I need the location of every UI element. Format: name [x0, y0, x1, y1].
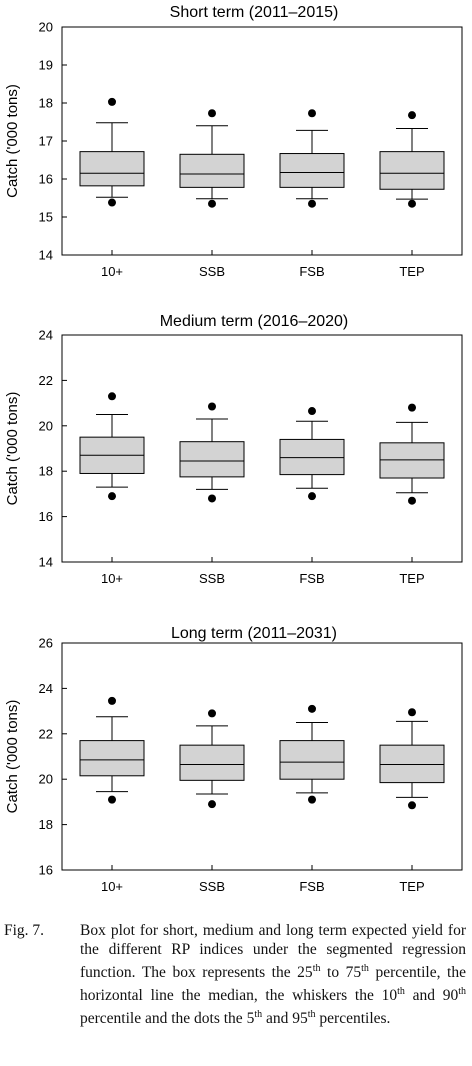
iqr-box [79, 740, 145, 777]
box-10plus [79, 97, 145, 207]
p5-dot [408, 801, 416, 810]
p95-dot [308, 109, 316, 118]
plot-frame [61, 334, 463, 563]
p95-dot [308, 407, 316, 416]
p5-dot [108, 492, 116, 501]
y-tick-label: 19 [39, 58, 53, 73]
plot-frame [61, 642, 463, 871]
y-tick-label: 16 [39, 509, 53, 524]
y-tick-label: 14 [39, 555, 53, 570]
y-tick-label: 18 [39, 464, 53, 479]
box-ssb [179, 709, 245, 809]
iqr-box [279, 438, 345, 476]
y-tick-label: 18 [39, 96, 53, 111]
p95-dot [208, 402, 216, 411]
p95-dot [308, 704, 316, 713]
p5-dot [108, 795, 116, 804]
box-tep [379, 111, 445, 208]
y-tick-label: 16 [39, 172, 53, 187]
x-tick-label: TEP [399, 571, 424, 586]
iqr-box [79, 151, 145, 187]
x-tick-label: SSB [199, 264, 225, 279]
iqr-box [179, 441, 245, 478]
box-10plus [79, 696, 145, 804]
p95-dot [108, 392, 116, 401]
p5-dot [208, 494, 216, 503]
chart-title: Long term (2011–2031) [171, 625, 337, 642]
box-tep [379, 403, 445, 505]
chart-panel: Short term (2011–2015) Catch ('000 tons) 1… [4, 4, 463, 279]
y-tick-label: 17 [39, 134, 53, 149]
caption-label: Fig. 7. [4, 922, 45, 939]
y-tick-label: 20 [39, 772, 53, 787]
x-tick-label: FSB [299, 879, 324, 894]
p95-dot [208, 709, 216, 718]
chart-panel: Medium term (2016–2020) Catch ('000 tons)… [4, 313, 463, 586]
y-tick-label: 24 [39, 328, 53, 343]
p5-dot [308, 199, 316, 208]
p5-dot [308, 795, 316, 804]
iqr-box [379, 442, 445, 479]
p95-dot [408, 708, 416, 717]
p95-dot [108, 97, 116, 106]
iqr-box [279, 153, 345, 188]
y-tick-label: 14 [39, 248, 53, 263]
box-fsb [279, 704, 345, 804]
p95-dot [408, 403, 416, 412]
p5-dot [208, 800, 216, 809]
x-tick-label: SSB [199, 571, 225, 586]
y-tick-label: 15 [39, 210, 53, 225]
y-tick-label: 26 [39, 636, 53, 651]
x-tick-label: FSB [299, 571, 324, 586]
iqr-box [179, 153, 245, 188]
y-tick-label: 18 [39, 817, 53, 832]
p95-dot [208, 109, 216, 118]
y-tick-label: 22 [39, 373, 53, 388]
y-axis-label: Catch ('000 tons) [4, 700, 21, 814]
iqr-box [279, 740, 345, 780]
box-tep [379, 708, 445, 810]
chart-panel: Long term (2011–2031) Catch ('000 tons) 16… [4, 625, 463, 894]
y-axis-label: Catch ('000 tons) [4, 84, 21, 198]
iqr-box [379, 744, 445, 784]
p5-dot [208, 199, 216, 208]
x-tick-label: 10+ [101, 264, 123, 279]
x-tick-label: 10+ [101, 571, 123, 586]
box-10plus [79, 392, 145, 501]
y-tick-label: 22 [39, 726, 53, 741]
iqr-box [379, 151, 445, 190]
box-fsb [279, 407, 345, 501]
y-tick-label: 20 [39, 418, 53, 433]
p95-dot [108, 696, 116, 705]
p5-dot [308, 492, 316, 501]
y-tick-label: 16 [39, 863, 53, 878]
p5-dot [408, 496, 416, 505]
chart-title: Short term (2011–2015) [170, 4, 339, 21]
y-axis-label: Catch ('000 tons) [4, 392, 21, 506]
x-tick-label: TEP [399, 264, 424, 279]
y-tick-label: 24 [39, 681, 53, 696]
x-tick-label: 10+ [101, 879, 123, 894]
p5-dot [408, 199, 416, 208]
caption-text: Box plot for short, medium and long term… [80, 922, 466, 1028]
p5-dot [108, 198, 116, 207]
chart-title: Medium term (2016–2020) [160, 313, 349, 330]
box-ssb [179, 402, 245, 503]
p95-dot [408, 111, 416, 120]
x-tick-label: SSB [199, 879, 225, 894]
x-tick-label: TEP [399, 879, 424, 894]
iqr-box [179, 744, 245, 781]
y-tick-label: 20 [39, 20, 53, 35]
box-ssb [179, 109, 245, 208]
x-tick-label: FSB [299, 264, 324, 279]
box-fsb [279, 109, 345, 208]
plot-frame [61, 26, 463, 256]
